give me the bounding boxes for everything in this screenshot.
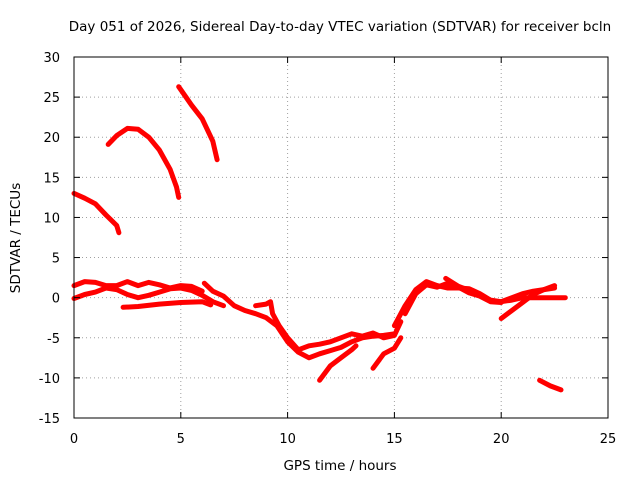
- series-line-track-2: [105, 125, 182, 200]
- plot-frame: [73, 56, 609, 419]
- y-tick-label: -5: [47, 332, 60, 347]
- series-line-track-10: [370, 335, 404, 371]
- y-tick-label: -10: [39, 372, 60, 387]
- series-line-track-15: [537, 377, 564, 393]
- series-line-track-13: [443, 275, 568, 305]
- y-tick-label: 10: [43, 211, 60, 226]
- series-line-track-1: [71, 190, 122, 236]
- y-tick-label: 0: [52, 292, 60, 307]
- x-axis-label: GPS time / hours: [283, 458, 396, 474]
- x-tick-label: 0: [70, 432, 78, 447]
- x-tick-label: 25: [600, 432, 617, 447]
- x-tick-label: 20: [493, 432, 510, 447]
- series-line-track-5: [71, 285, 226, 309]
- data-series-group: [71, 84, 568, 393]
- x-tick-labels: 0 5 10 15 20 25: [70, 432, 616, 447]
- y-tick-label: 20: [43, 131, 60, 146]
- chart-title: Day 051 of 2026, Sidereal Day-to-day VTE…: [69, 19, 611, 35]
- x-tick-label: 15: [386, 432, 403, 447]
- y-tick-label: 30: [43, 51, 60, 66]
- series-line-track-3: [176, 84, 220, 163]
- series-line-track-7: [201, 280, 397, 361]
- series-line-track-9: [317, 343, 359, 383]
- grid: [74, 57, 608, 418]
- y-tick-label: -15: [39, 412, 60, 427]
- y-tick-label: 25: [43, 91, 60, 106]
- series-line-track-8: [253, 299, 404, 353]
- x-tick-label: 5: [177, 432, 185, 447]
- series-line-track-11: [391, 279, 558, 329]
- series-line-track-14: [498, 283, 558, 321]
- series-line-track-6: [120, 299, 214, 310]
- axis-ticks: [73, 56, 609, 419]
- y-tick-labels: -15 -10 -5 0 5 10 15 20 25 30: [39, 51, 60, 427]
- y-tick-label: 5: [52, 252, 60, 267]
- y-tick-label: 15: [43, 171, 60, 186]
- x-tick-label: 10: [279, 432, 296, 447]
- y-axis-label: SDTVAR / TECUs: [8, 183, 24, 293]
